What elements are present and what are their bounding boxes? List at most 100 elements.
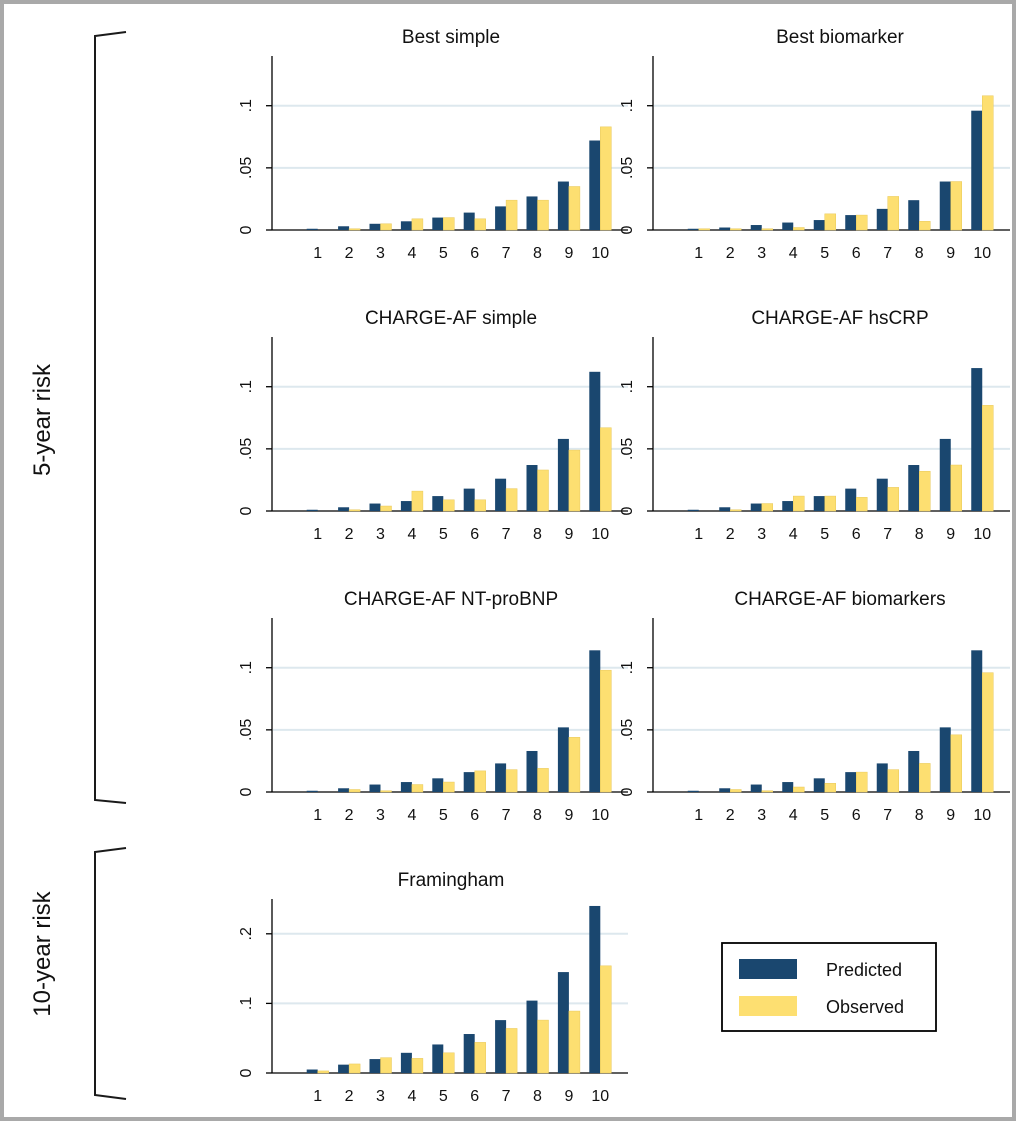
bar-predicted [369, 784, 381, 792]
bar-observed [474, 1042, 486, 1074]
bar-observed [730, 789, 742, 793]
bar-predicted [338, 507, 350, 511]
bar-predicted [432, 217, 444, 230]
panel-title: Best simple [402, 27, 500, 48]
x-tick-label: 7 [502, 526, 511, 543]
bar-observed [537, 1019, 549, 1074]
x-tick-label: 3 [757, 526, 766, 543]
bar-observed [793, 227, 805, 231]
bar-predicted [400, 501, 412, 511]
bar-observed [380, 1057, 392, 1074]
bar-predicted [338, 788, 350, 792]
bar-observed [380, 223, 392, 231]
bar-observed [919, 763, 931, 793]
bar-predicted [845, 772, 857, 792]
bar-observed [348, 1063, 361, 1074]
x-tick-label: 2 [726, 245, 735, 262]
bar-observed [411, 218, 424, 231]
bar-predicted [687, 790, 699, 792]
bar-observed [856, 214, 868, 231]
bar-observed [600, 669, 612, 793]
x-tick-label: 10 [973, 526, 991, 543]
bar-observed [348, 228, 361, 231]
bar-observed [698, 228, 710, 231]
panel-6: CHARGE-AF biomarkers 0 .05 .1 1 2 3 4 5 6 7 8 9 10 [619, 589, 1010, 824]
y-tick-label: .05 [238, 157, 255, 179]
bar-predicted [495, 1020, 507, 1073]
bar-predicted [719, 788, 731, 792]
bar-observed [856, 497, 868, 512]
x-tick-label: 4 [407, 245, 416, 262]
bar-predicted [463, 772, 475, 792]
bar-predicted [939, 438, 951, 511]
bar-predicted [557, 181, 569, 230]
y-tick-label: 0 [619, 225, 636, 234]
bar-observed [380, 505, 392, 512]
x-tick-label: 6 [470, 807, 479, 824]
bar-observed [317, 1070, 329, 1074]
x-tick-label: 10 [591, 526, 609, 543]
bar-observed [761, 503, 773, 512]
bar-observed [537, 199, 549, 231]
x-tick-label: 1 [313, 526, 322, 543]
five-year-risk-label: 5-year risk [29, 363, 56, 476]
x-tick-label: 6 [852, 526, 861, 543]
bar-predicted [589, 371, 601, 511]
y-tick-label: .1 [238, 380, 255, 393]
x-tick-label: 10 [591, 1088, 609, 1105]
x-tick-label: 1 [313, 807, 322, 824]
legend-swatch-predicted [739, 959, 797, 979]
bar-observed [793, 495, 805, 512]
legend-swatch-observed [739, 996, 797, 1016]
bar-observed [919, 221, 931, 231]
panel-3: CHARGE-AF simple 0 .05 .1 1 2 3 4 5 6 7 8 9 10 [238, 308, 628, 543]
x-tick-label: 2 [726, 807, 735, 824]
bar-observed [474, 499, 486, 512]
bar-predicted [876, 208, 888, 230]
panel-7: Framingham 0 .1 .2 1 2 3 4 5 6 7 8 9 10 [238, 870, 628, 1105]
ten-year-bracket [94, 847, 127, 1100]
bar-observed [411, 490, 424, 512]
x-tick-label: 2 [726, 526, 735, 543]
bar-observed [856, 771, 868, 793]
panel-4: CHARGE-AF hsCRP 0 .05 .1 1 2 3 4 5 6 7 8 9 10 [619, 308, 1010, 543]
panel-title: Best biomarker [776, 27, 904, 48]
x-tick-label: 10 [973, 807, 991, 824]
x-tick-label: 2 [345, 526, 354, 543]
bar-observed [824, 783, 836, 793]
bar-predicted [719, 507, 731, 511]
bar-predicted [338, 226, 350, 230]
bar-predicted [306, 228, 318, 230]
bar-observed [505, 488, 518, 512]
bar-predicted [971, 650, 983, 792]
x-tick-label: 5 [820, 526, 829, 543]
legend-label-observed: Observed [826, 997, 904, 1017]
x-tick-label: 7 [883, 526, 892, 543]
bar-observed [887, 487, 899, 512]
legend-box [721, 942, 937, 1032]
bar-observed [537, 768, 549, 793]
bar-observed [443, 1052, 455, 1074]
bar-predicted [782, 782, 794, 792]
bar-predicted [432, 1044, 444, 1073]
bar-predicted [845, 488, 857, 511]
panel-5: CHARGE-AF NT-proBNP 0 .05 .1 1 2 3 4 5 6 7 8 9 10 [238, 589, 628, 824]
x-tick-label: 8 [533, 526, 542, 543]
x-tick-label: 8 [915, 807, 924, 824]
panel-title: CHARGE-AF biomarkers [734, 589, 945, 610]
bar-predicted [589, 905, 601, 1073]
bar-predicted [526, 465, 538, 511]
x-tick-label: 10 [591, 807, 609, 824]
bar-predicted [338, 1064, 350, 1073]
x-tick-label: 1 [313, 245, 322, 262]
bar-observed [443, 217, 455, 231]
y-tick-label: 0 [619, 506, 636, 515]
bar-observed [568, 1010, 581, 1074]
bar-observed [793, 786, 805, 793]
bar-observed [600, 126, 612, 231]
bar-predicted [876, 763, 888, 792]
x-tick-label: 9 [564, 1088, 573, 1105]
y-tick-label: .1 [619, 99, 636, 112]
